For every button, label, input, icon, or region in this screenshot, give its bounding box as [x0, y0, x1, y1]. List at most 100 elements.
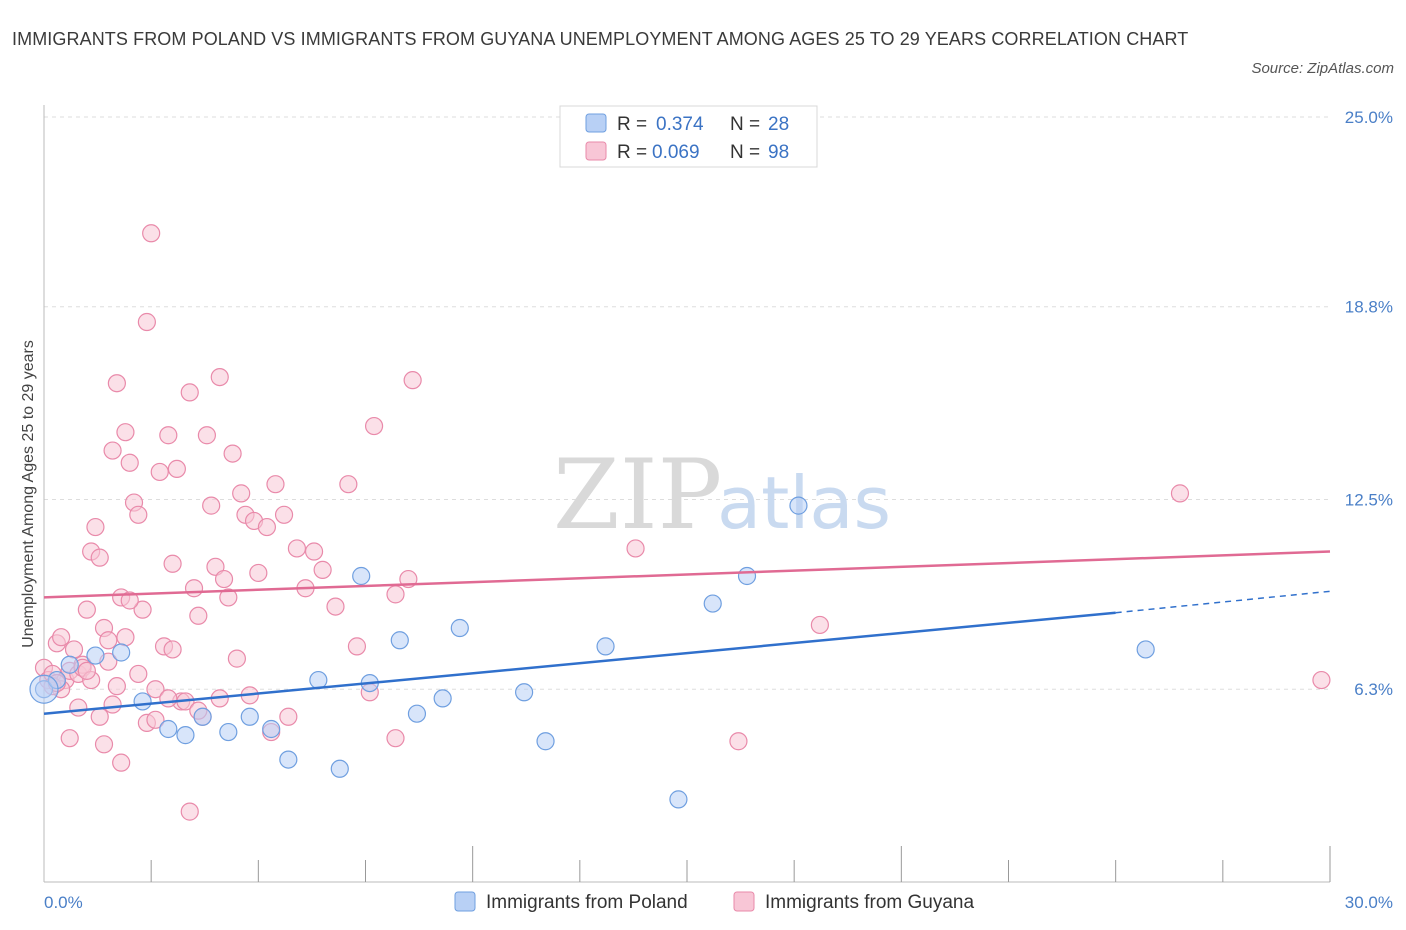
point-guyana-48 — [249, 563, 268, 583]
trend-line-poland — [43, 611, 1116, 715]
point-guyana-79 — [99, 631, 118, 650]
point-guyana-27 — [150, 462, 169, 482]
point-poland-24 — [669, 790, 688, 809]
point-guyana-53 — [304, 542, 324, 561]
point-guyana-80 — [120, 591, 139, 610]
point-guyana-44 — [227, 649, 246, 668]
point-guyana-17 — [107, 374, 126, 393]
point-poland-20 — [450, 618, 469, 638]
y-tick-label-0: 6.3% — [1354, 680, 1393, 699]
point-guyana-34 — [180, 383, 199, 402]
point-guyana-71 — [386, 729, 405, 748]
legend-n-value-poland: 28 — [768, 114, 789, 135]
point-guyana-29 — [159, 426, 178, 445]
point-poland-22 — [536, 732, 555, 751]
point-poland-2 — [60, 655, 79, 674]
series-legend-label-guyana: Immigrants from Guyana — [765, 892, 974, 913]
point-guyana-35 — [184, 579, 204, 598]
legend-n-label-poland: N = — [730, 114, 760, 135]
x-tick-label-1: 30.0% — [1345, 893, 1393, 912]
point-guyana-52 — [287, 539, 307, 558]
stats-legend: R = 0.374 N = 28 R = 0.069 N = 98 — [559, 105, 818, 168]
point-guyana-7 — [64, 640, 84, 659]
point-guyana-60 — [403, 371, 422, 390]
point-guyana-63 — [112, 753, 131, 772]
trend-lines — [43, 550, 1331, 715]
point-guyana-72 — [626, 539, 645, 558]
point-guyana-75 — [1170, 484, 1190, 503]
point-poland-23 — [596, 637, 615, 656]
point-guyana-85 — [77, 661, 96, 680]
point-poland-13 — [309, 670, 328, 690]
point-guyana-81 — [129, 664, 148, 684]
y-tick-label-1: 12.5% — [1345, 491, 1393, 510]
point-guyana-49 — [257, 517, 277, 537]
legend-r-label-guyana: R = — [617, 142, 647, 163]
point-guyana-88 — [163, 640, 182, 659]
axes — [43, 105, 1331, 883]
legend-swatch-poland — [585, 113, 607, 133]
tick-labels: 6.3% 12.5% 18.8% 25.0% 0.0% 30.0% — [44, 108, 1393, 912]
point-poland-cluster — [29, 674, 59, 704]
point-guyana-4 — [52, 628, 71, 647]
point-guyana-97 — [326, 597, 345, 616]
point-poland-15 — [352, 566, 371, 586]
point-poland-4 — [112, 643, 131, 662]
y-tick-label-3: 25.0% — [1345, 108, 1393, 127]
y-axis-label: Unemployment Among Ages 25 to 29 years — [20, 340, 37, 648]
series-legend-swatch-poland — [454, 891, 476, 912]
series-legend-label-poland: Immigrants from Poland — [486, 892, 688, 913]
legend-n-label-guyana: N = — [730, 142, 760, 163]
point-guyana-64 — [90, 707, 109, 726]
point-guyana-25 — [142, 224, 161, 243]
point-guyana-55 — [339, 475, 358, 494]
point-guyana-36 — [189, 606, 208, 625]
trend-line-guyana — [43, 550, 1331, 599]
point-guyana-10 — [77, 600, 96, 619]
point-guyana-82 — [107, 677, 126, 696]
source-label: Source: ZipAtlas.com — [1251, 60, 1394, 77]
point-guyana-43 — [223, 444, 242, 463]
point-guyana-87 — [146, 710, 165, 729]
point-guyana-50 — [266, 475, 285, 494]
point-guyana-61 — [60, 729, 79, 748]
point-guyana-22 — [129, 505, 148, 524]
point-poland-10 — [240, 707, 259, 726]
point-guyana-51 — [274, 505, 294, 524]
point-poland-12 — [279, 750, 298, 769]
point-guyana-94 — [116, 628, 135, 647]
point-poland-3 — [86, 646, 105, 665]
point-guyana-42 — [219, 588, 238, 607]
point-poland-25 — [703, 594, 722, 613]
point-poland-8 — [193, 707, 212, 726]
point-guyana-23 — [133, 600, 152, 619]
point-guyana-86 — [69, 698, 88, 717]
point-poland-9 — [219, 722, 238, 742]
point-guyana-67 — [180, 802, 199, 821]
point-guyana-30 — [163, 554, 182, 573]
point-guyana-41 — [210, 368, 229, 387]
point-poland-17 — [390, 631, 409, 650]
point-poland-11 — [262, 719, 281, 739]
point-guyana-56 — [347, 637, 367, 656]
point-guyana-19 — [116, 423, 135, 442]
point-guyana-20 — [120, 453, 139, 472]
point-guyana-57 — [364, 416, 384, 436]
point-poland-18 — [407, 704, 427, 723]
point-guyana-76 — [1312, 670, 1331, 690]
point-guyana-74 — [810, 615, 829, 635]
x-tick-label-0: 0.0% — [44, 893, 83, 912]
point-guyana-65 — [103, 695, 122, 714]
legend-n-value-guyana: 98 — [768, 142, 789, 163]
data-points — [29, 224, 1331, 821]
point-guyana-38 — [197, 426, 216, 445]
trend-line-poland-extension — [1115, 590, 1331, 614]
point-guyana-45 — [232, 484, 251, 503]
series-legend: Immigrants from Poland Immigrants from G… — [454, 891, 974, 913]
y-tick-label-2: 18.8% — [1345, 298, 1393, 317]
point-guyana-62 — [94, 735, 114, 754]
point-guyana-13 — [90, 548, 109, 567]
point-poland-6 — [159, 719, 178, 739]
point-guyana-54 — [313, 560, 332, 579]
